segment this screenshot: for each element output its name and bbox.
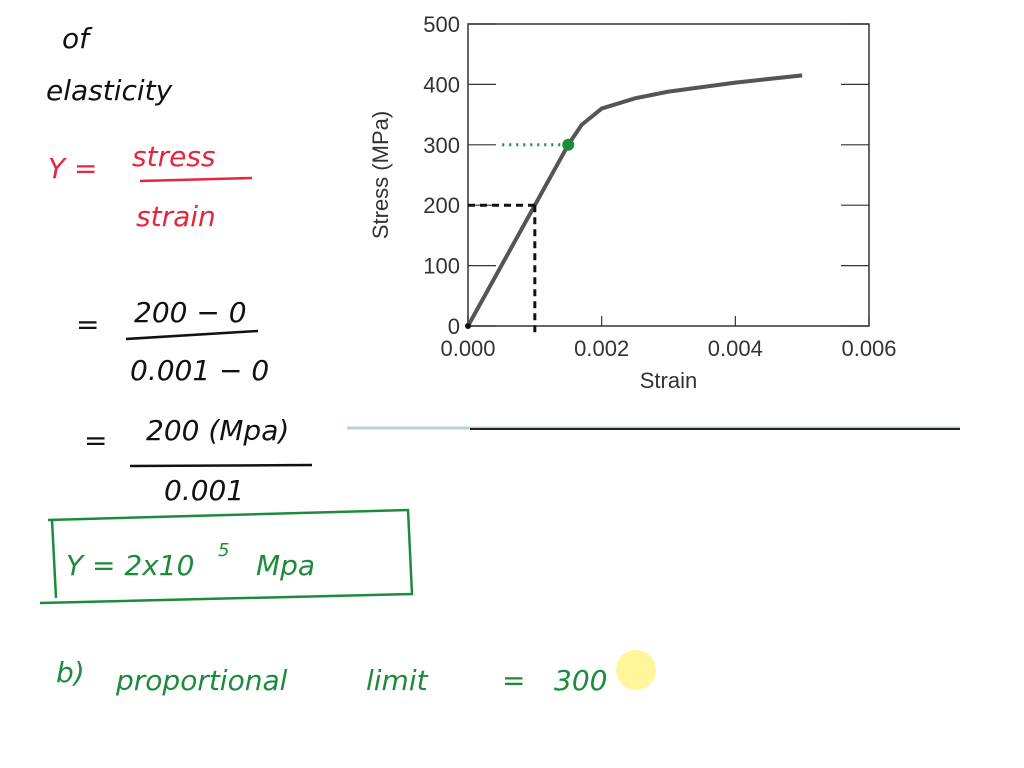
x-tick-label: 0.000: [440, 336, 495, 361]
part-label: b): [56, 656, 85, 689]
note-text: of: [62, 22, 93, 55]
fraction-denominator: 0.001 − 0: [130, 354, 269, 387]
y-axis-label: Stress (MPa): [368, 111, 393, 239]
x-tick-label: 0.004: [708, 336, 763, 361]
part-equals: =: [502, 664, 525, 697]
guide-point: [562, 138, 575, 151]
result-text: Y = 2x10: [66, 549, 194, 582]
data-line: [466, 73, 803, 327]
result-exponent: 5: [218, 540, 229, 561]
x-tick-label: 0.006: [841, 336, 896, 361]
y-tick-label: 300: [423, 133, 460, 158]
part-value: 300: [554, 664, 607, 697]
y-tick-label: 500: [423, 12, 460, 37]
chart: 0 100 200 300 400 500 0.000 0.002 0.004 0.006 Stra…: [368, 12, 897, 393]
fraction-bar: [129, 463, 313, 468]
part-text: limit: [366, 664, 429, 697]
x-tick-label: 0.002: [574, 336, 629, 361]
y-tick-label: 200: [423, 193, 460, 218]
fraction-numerator: 200 − 0: [134, 296, 247, 329]
origin-dot: [465, 323, 471, 329]
fraction-denominator: 0.001: [164, 474, 244, 507]
fraction-denominator: strain: [136, 200, 216, 233]
equation-lhs: =: [84, 424, 107, 457]
equation-lhs: =: [76, 308, 99, 341]
fraction-numerator: 200 (Mpa): [146, 414, 289, 447]
note-text: elasticity: [46, 74, 173, 107]
part-text: proportional: [115, 664, 288, 697]
result-unit: Mpa: [256, 549, 315, 582]
fraction-numerator: stress: [132, 140, 215, 173]
equation-lhs: Y =: [48, 152, 97, 185]
y-tick-label: 400: [423, 72, 460, 97]
y-tick-label: 100: [423, 254, 460, 279]
plot-frame: [467, 23, 870, 327]
fraction-bar: [125, 329, 259, 341]
y-tick-label: 0: [448, 314, 460, 339]
result-box: [39, 508, 414, 605]
cursor-highlight: [616, 650, 656, 690]
fraction-bar: [139, 176, 253, 183]
x-axis-label: Strain: [640, 368, 697, 393]
